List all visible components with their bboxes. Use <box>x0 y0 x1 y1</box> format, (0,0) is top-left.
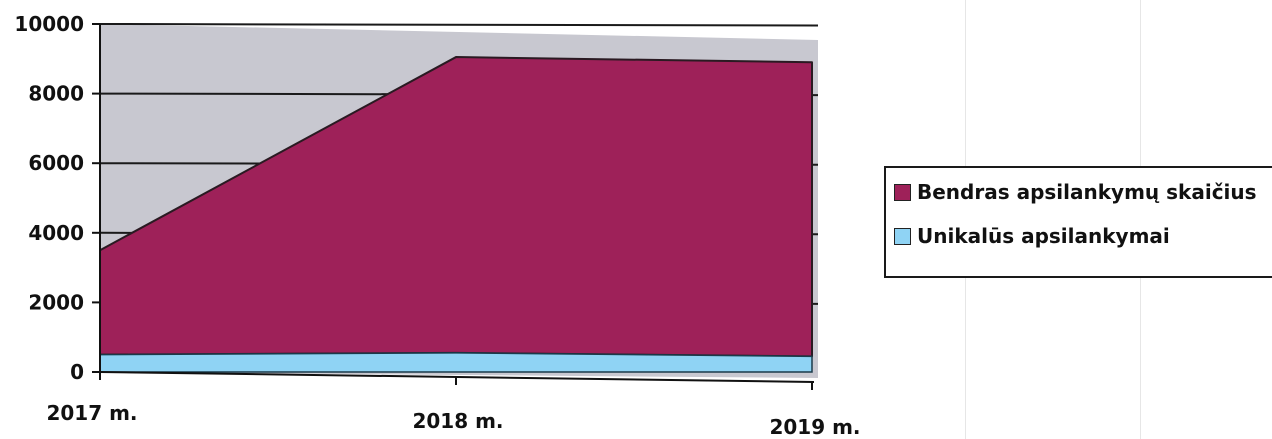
area-chart: 0 2000 4000 6000 8000 10000 2017 m. 2018 m. 2019… <box>14 12 860 439</box>
legend-swatch-unique <box>894 227 911 245</box>
y-tick-label: 4000 <box>28 221 84 245</box>
legend-item-total: Bendras apsilankymų skaičius <box>894 180 1257 204</box>
chart-legend: Bendras apsilankymų skaičius Unikalūs ap… <box>884 166 1272 278</box>
area-series-unique <box>99 352 813 373</box>
legend-label-total: Bendras apsilankymų skaičius <box>917 180 1257 204</box>
x-tick-label: 2019 m. <box>769 415 860 439</box>
x-tick-label: 2017 m. <box>46 401 137 425</box>
gridline <box>99 23 819 27</box>
y-tick-label: 0 <box>70 360 84 384</box>
legend-label-unique: Unikalūs apsilankymai <box>917 224 1170 248</box>
x-tick-label: 2018 m. <box>412 409 503 433</box>
y-tick-label: 10000 <box>14 12 84 36</box>
y-tick-label: 2000 <box>28 290 84 314</box>
legend-swatch-total <box>894 183 911 201</box>
y-tick-label: 8000 <box>28 82 84 106</box>
y-tick-label: 6000 <box>28 151 84 175</box>
legend-item-unique: Unikalūs apsilankymai <box>894 224 1170 248</box>
